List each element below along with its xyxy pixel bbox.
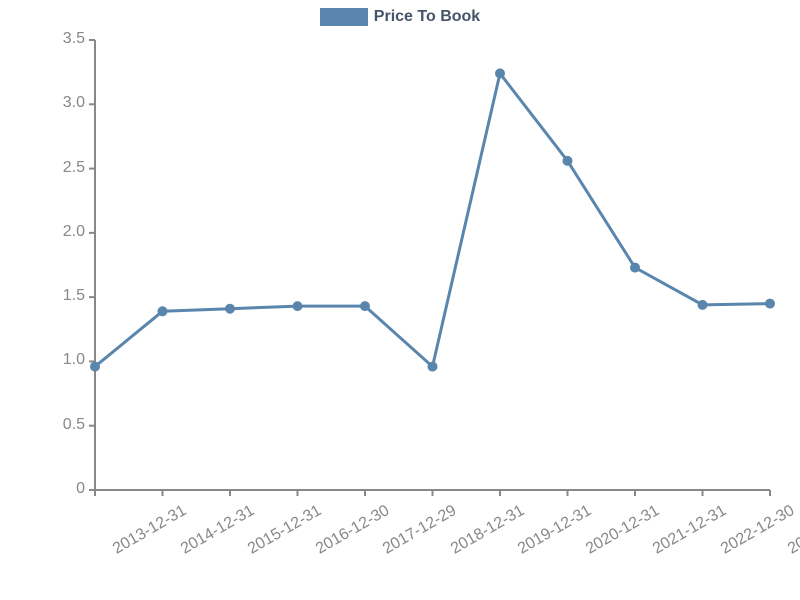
y-tick-label: 1.0 [25,351,85,369]
y-tick-label: 2.0 [25,223,85,241]
chart-svg [0,0,800,600]
data-point [563,156,573,166]
data-point [698,300,708,310]
data-point [225,304,235,314]
y-tick-label: 0.5 [25,416,85,434]
series-line [95,73,770,366]
data-point [428,362,438,372]
y-tick-label: 0 [25,480,85,498]
data-point [90,362,100,372]
data-point [630,263,640,273]
data-point [495,68,505,78]
y-tick-label: 1.5 [25,287,85,305]
data-point [765,299,775,309]
series-markers [90,68,775,371]
y-tick-label: 3.0 [25,94,85,112]
data-point [158,306,168,316]
y-tick-label: 2.5 [25,159,85,177]
chart-container: Price To Book 00.51.01.52.02.53.03.5 201… [0,0,800,600]
data-point [360,301,370,311]
axes-group [95,40,770,490]
data-point [293,301,303,311]
y-tick-label: 3.5 [25,30,85,48]
